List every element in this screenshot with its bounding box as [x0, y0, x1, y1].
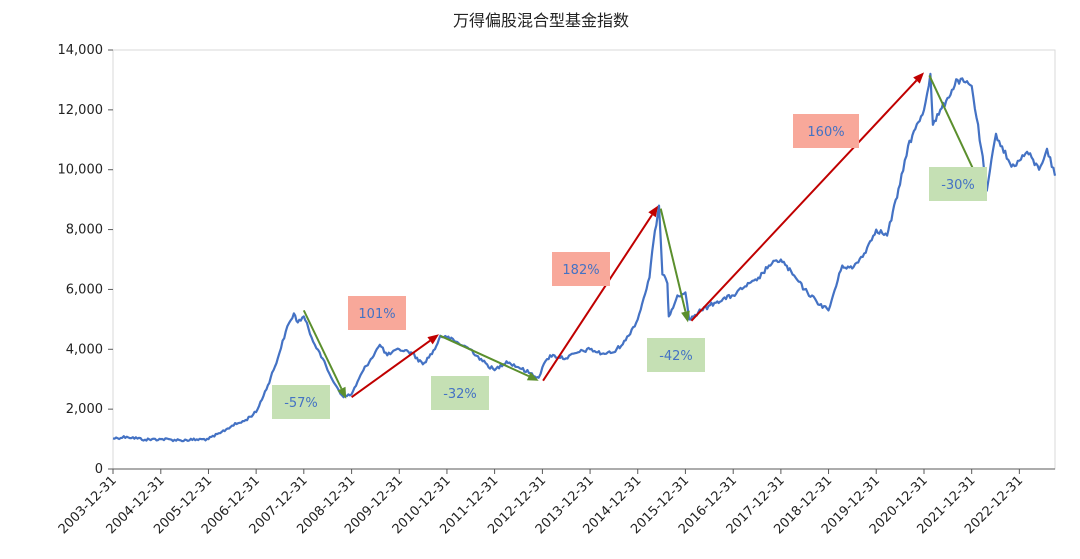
trend-arrow-head — [427, 334, 439, 345]
trend-arrow-head — [648, 205, 659, 218]
y-tick-label: 0 — [95, 462, 103, 477]
annotation-label: -42% — [659, 349, 693, 364]
annotation-label: 160% — [807, 125, 844, 140]
annotation-label: 101% — [358, 307, 395, 322]
trend-arrows — [302, 72, 986, 399]
annotation-label: -57% — [284, 396, 318, 411]
annotation-label: -32% — [443, 387, 477, 402]
axes: 02,0004,0006,0008,00010,00012,00014,0002… — [56, 43, 1056, 537]
trend-arrow-line — [351, 339, 431, 398]
annotation-labels: -57% 101% -32% 182% -42% 160% -30% — [272, 114, 987, 419]
annotation-box — [272, 385, 330, 419]
trend-arrow-line — [542, 214, 653, 382]
y-tick-label: 2,000 — [66, 402, 103, 417]
annotation-box — [647, 338, 705, 372]
trend-arrow-head — [913, 72, 924, 84]
annotation-box — [431, 376, 489, 410]
trend-arrow-line — [690, 79, 918, 322]
annotation-box — [552, 252, 610, 286]
annotation-label: -30% — [941, 178, 975, 193]
trend-arrow-line — [439, 334, 530, 378]
annotation-box — [929, 167, 987, 201]
trend-arrow-head — [526, 372, 539, 381]
series-line — [112, 72, 1057, 443]
annotation-box — [348, 296, 406, 330]
y-tick-label: 4,000 — [66, 342, 103, 357]
series-layer — [112, 72, 1057, 443]
y-tick-label: 14,000 — [58, 43, 104, 58]
chart-title: 万得偏股混合型基金指数 — [453, 11, 629, 30]
y-tick-label: 8,000 — [66, 223, 103, 238]
y-tick-label: 10,000 — [58, 163, 104, 178]
y-tick-label: 12,000 — [58, 103, 104, 118]
trend-arrow-line — [659, 208, 687, 312]
trend-arrow-head — [337, 386, 347, 399]
annotation-box — [793, 114, 859, 148]
trend-arrow-line — [302, 309, 343, 390]
trend-arrow-head — [681, 310, 690, 323]
annotation-label: 182% — [562, 263, 599, 278]
y-tick-label: 6,000 — [66, 282, 103, 297]
